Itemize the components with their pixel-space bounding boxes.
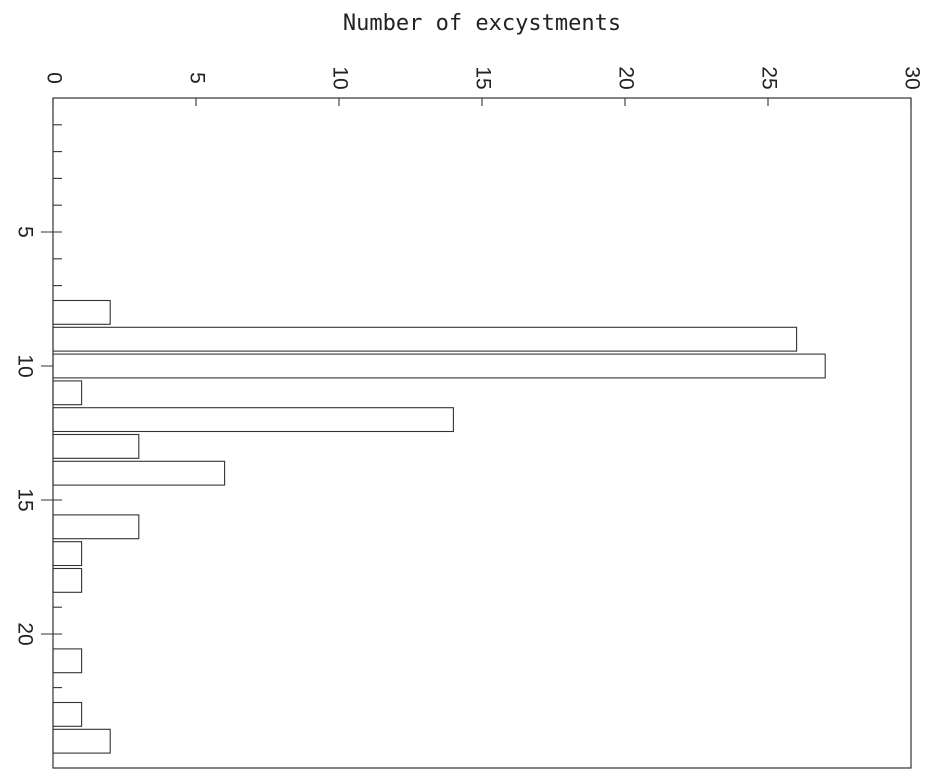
value-tick-label: 25 (757, 66, 780, 89)
bar-8 (52, 299, 111, 325)
value-tick-label: 20 (614, 66, 637, 89)
plot-frame (52, 97, 912, 769)
category-tick-label: 5 (13, 226, 36, 238)
bar-12 (52, 407, 454, 433)
bar-24 (52, 728, 111, 754)
bar-21 (52, 648, 83, 674)
category-tick-label: 10 (13, 354, 36, 377)
category-tick-label: 20 (13, 622, 36, 645)
value-tick-label: 5 (185, 72, 208, 84)
value-tick-label: 15 (471, 66, 494, 89)
bar-16 (52, 514, 140, 540)
value-tick-label: 30 (900, 66, 923, 89)
value-tick-label: 10 (328, 66, 351, 89)
value-tick-label: 0 (42, 72, 65, 84)
bar-13 (52, 433, 140, 459)
bar-18 (52, 567, 83, 593)
value-axis-title: Number of excystments (343, 11, 621, 36)
bar-11 (52, 380, 83, 406)
category-tick-label: 15 (13, 488, 36, 511)
bar-17 (52, 541, 83, 567)
bars-group (52, 299, 826, 754)
bar-23 (52, 701, 83, 727)
bar-10 (52, 353, 826, 379)
value-axis-ticks: 0 5 10 15 20 25 30 (42, 66, 923, 106)
bar-14 (52, 460, 226, 486)
bar-9 (52, 326, 798, 352)
